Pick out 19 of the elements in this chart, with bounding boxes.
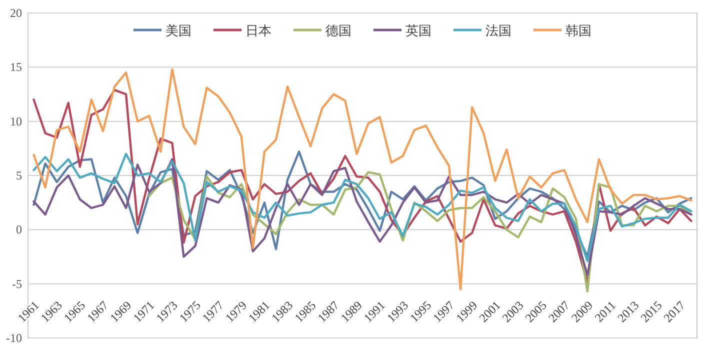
x-tick-label: 1961 — [14, 298, 42, 326]
legend-label: 美国 — [166, 23, 192, 39]
legend-label: 韩国 — [566, 24, 592, 39]
y-tick-label: 15 — [10, 60, 22, 74]
y-tick-label: -5 — [12, 276, 22, 291]
legend-label: 日本 — [246, 24, 272, 39]
y-tick-label: 10 — [10, 114, 22, 128]
x-tick-label: 1971 — [130, 298, 158, 326]
y-tick-label: 0 — [16, 222, 22, 237]
legend-label: 英国 — [406, 24, 432, 39]
line-series — [148, 171, 692, 293]
legend-label: 德国 — [326, 24, 352, 39]
line-series — [32, 158, 692, 276]
x-tick-label: 1981 — [246, 298, 273, 326]
x-tick-label: 1991 — [361, 298, 388, 326]
y-tick-label: 5 — [16, 168, 22, 182]
legend-label: 法国 — [486, 24, 512, 39]
y-tick-label: 20 — [10, 6, 22, 20]
y-tick-label: -10 — [6, 331, 22, 345]
